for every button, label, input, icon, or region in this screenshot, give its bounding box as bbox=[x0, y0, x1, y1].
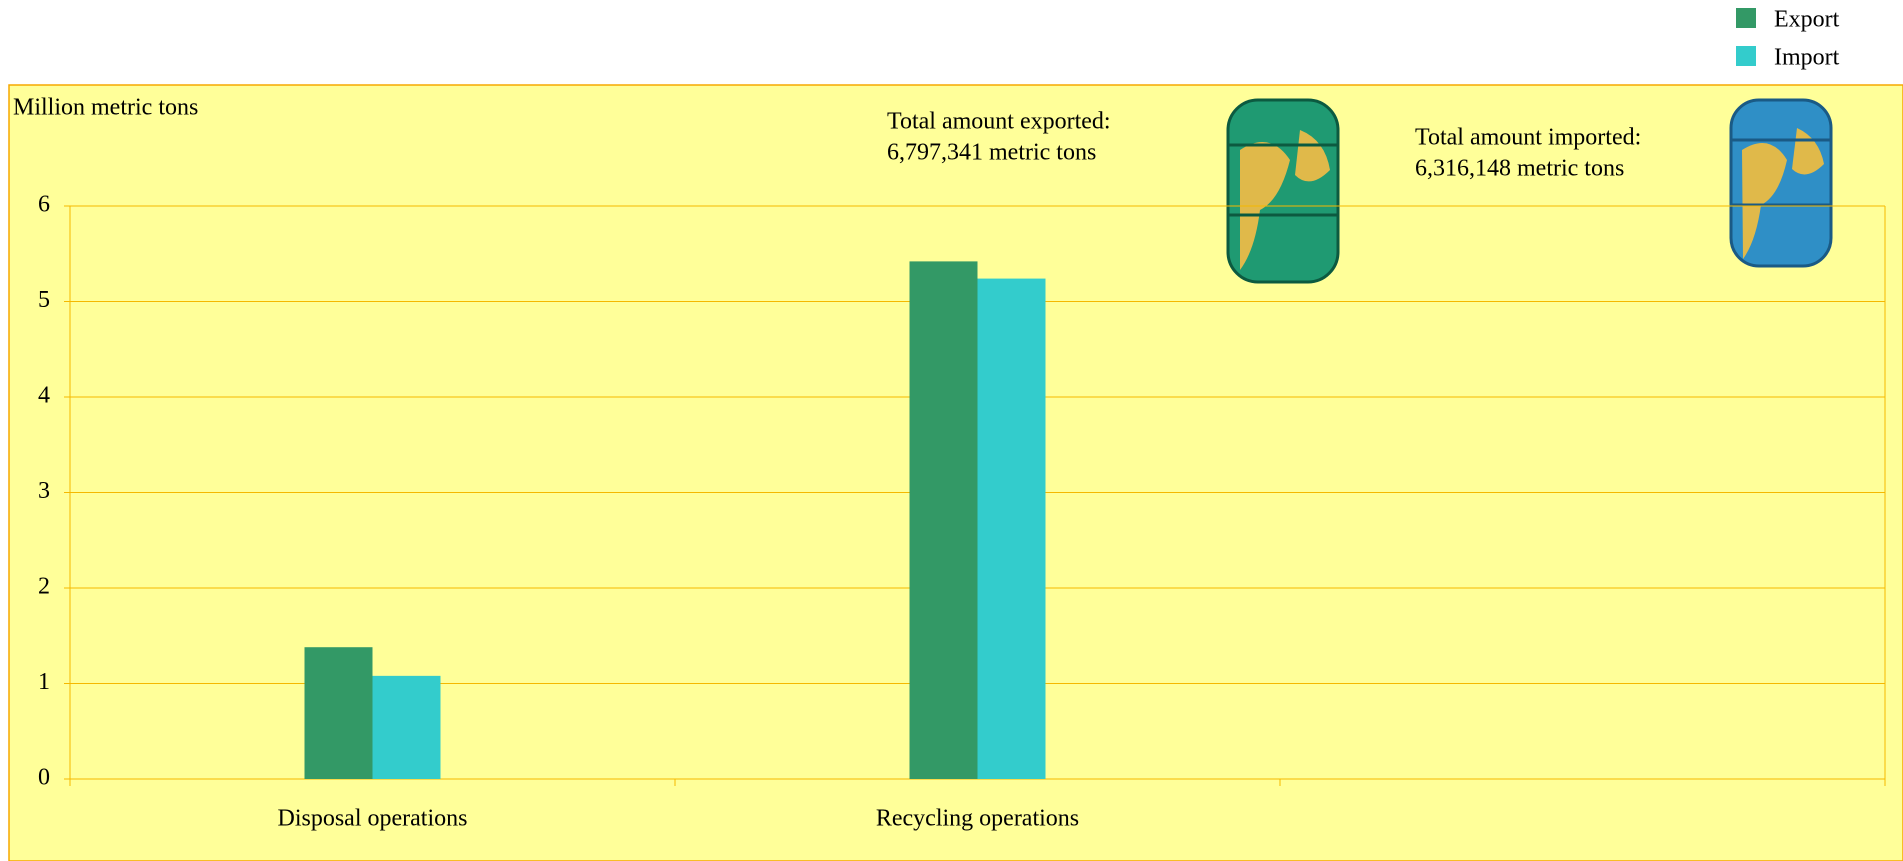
x-tick-label: Recycling operations bbox=[876, 806, 1079, 832]
bar bbox=[304, 647, 373, 779]
annotation: 6,797,341 metric tons bbox=[887, 140, 1096, 166]
y-tick-label: 0 bbox=[38, 765, 50, 791]
y-tick-label: 3 bbox=[38, 478, 50, 504]
annotations: Total amount exported: 6,797,341 metric t… bbox=[887, 109, 1641, 182]
y-tick-label: 4 bbox=[38, 383, 50, 409]
barrel-import bbox=[1729, 98, 1833, 268]
y-tick-label: 1 bbox=[38, 669, 50, 695]
legend-label: Export bbox=[1774, 7, 1840, 33]
y-tick-label: 5 bbox=[38, 287, 50, 313]
annotation: 6,316,148 metric tons bbox=[1415, 156, 1624, 182]
bar bbox=[372, 675, 441, 779]
legend-swatch bbox=[1736, 46, 1756, 66]
y-axis-label: Million metric tons bbox=[13, 95, 198, 121]
legend-swatch bbox=[1736, 8, 1756, 28]
x-tick-label: Disposal operations bbox=[278, 806, 468, 832]
bar bbox=[977, 278, 1046, 779]
bar bbox=[909, 261, 978, 779]
annotation: Total amount imported: bbox=[1415, 125, 1641, 151]
annotation: Total amount exported: bbox=[887, 109, 1111, 135]
y-tick-label: 2 bbox=[38, 574, 50, 600]
legend-label: Import bbox=[1774, 45, 1840, 71]
y-tick-label: 6 bbox=[38, 192, 50, 218]
barrel-export bbox=[1226, 98, 1340, 284]
